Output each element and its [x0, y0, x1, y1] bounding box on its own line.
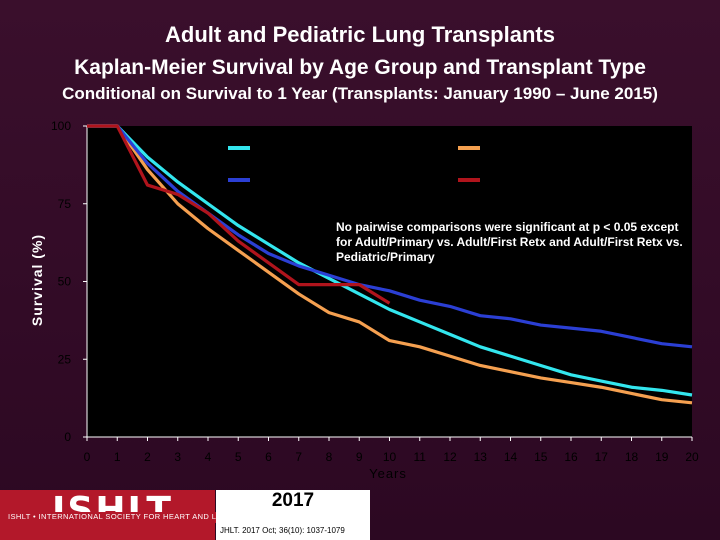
x-tick-label: 0	[84, 450, 91, 464]
y-axis-label: Survival (%)	[29, 234, 45, 326]
ishlt-logo-strip	[0, 512, 370, 523]
x-tick-label: 15	[534, 450, 548, 464]
x-tick-label: 14	[504, 450, 518, 464]
series-layer	[87, 124, 693, 405]
x-tick-label: 4	[205, 450, 212, 464]
legend	[210, 130, 692, 192]
chart-subtitle-conditional: Conditional on Survival to 1 Year (Trans…	[62, 84, 658, 103]
x-tick-label: 6	[265, 450, 272, 464]
x-tick-label: 16	[564, 450, 578, 464]
x-tick-label: 1	[114, 450, 121, 464]
x-tick-label: 8	[326, 450, 333, 464]
publication-year: 2017	[271, 490, 315, 511]
x-tick-label: 7	[295, 450, 302, 464]
series-line-3	[87, 124, 693, 349]
chart-title: Adult and Pediatric Lung Transplants	[165, 22, 555, 47]
x-tick-label: 5	[235, 450, 242, 464]
x-tick-label: 19	[655, 450, 669, 464]
series-line-2	[87, 124, 693, 405]
chart-subtitle: Kaplan-Meier Survival by Age Group and T…	[74, 56, 646, 79]
series-line-1	[87, 124, 693, 397]
x-tick-label: 9	[356, 450, 363, 464]
series-line-4	[87, 124, 391, 305]
y-tick-label: 75	[58, 197, 72, 211]
x-tick-label: 12	[443, 450, 457, 464]
x-tick-label: 10	[383, 450, 397, 464]
y-tick-label: 50	[58, 275, 72, 289]
ishlt-society-name: ISHLT • INTERNATIONAL SOCIETY FOR HEART …	[8, 512, 314, 521]
ishlt-logo-text: ISHLT	[52, 490, 173, 531]
x-tick-label: 17	[595, 450, 609, 464]
x-axis-label: Years	[369, 466, 407, 481]
journal-citation: JHLT. 2017 Oct; 36(10): 1037-1079	[220, 526, 345, 535]
y-tick-label: 0	[64, 430, 71, 444]
x-tick-label: 13	[474, 450, 488, 464]
citation-box: 2017 JHLT. 2017 Oct; 36(10): 1037-1079	[216, 490, 370, 540]
y-tick-label: 25	[58, 352, 72, 366]
x-tick-label: 18	[625, 450, 639, 464]
x-tick-label: 2	[144, 450, 151, 464]
annotation-layer: No pairwise comparisons were significant…	[336, 220, 683, 264]
x-tick-label: 3	[174, 450, 181, 464]
legend-box	[210, 130, 692, 192]
x-tick-label: 20	[685, 450, 699, 464]
y-tick-label: 100	[51, 119, 71, 133]
pairwise-annotation: No pairwise comparisons were significant…	[336, 220, 683, 264]
x-tick-label: 11	[414, 450, 427, 464]
